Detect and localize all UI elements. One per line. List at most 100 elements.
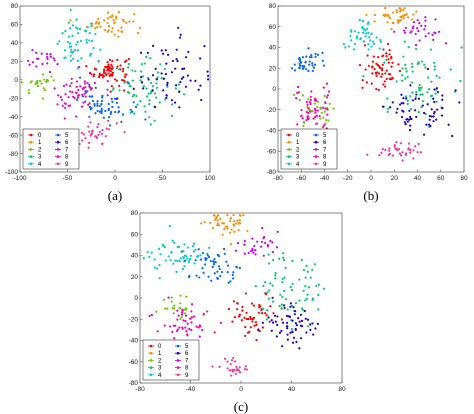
- data-point: [43, 88, 46, 92]
- data-point: [206, 70, 209, 73]
- data-point: [306, 103, 309, 106]
- data-point: [173, 337, 176, 340]
- data-point: [168, 224, 171, 228]
- data-point: [69, 54, 72, 57]
- data-point: [107, 116, 111, 119]
- data-point: [118, 68, 121, 71]
- data-point: [433, 100, 436, 104]
- data-point: [380, 75, 383, 78]
- data-point: [117, 106, 120, 109]
- data-point: [66, 40, 70, 44]
- data-point: [415, 47, 418, 51]
- data-point: [179, 80, 182, 84]
- data-point: [233, 316, 237, 319]
- data-point: [303, 121, 306, 124]
- data-point: [400, 19, 403, 22]
- data-point: [146, 95, 149, 98]
- data-point: [186, 322, 189, 325]
- data-point: [271, 241, 274, 244]
- data-point: [156, 330, 159, 333]
- data-point: [180, 315, 183, 319]
- data-point: [307, 118, 310, 121]
- data-point: [96, 126, 99, 129]
- data-point: [300, 258, 303, 262]
- data-point: [282, 256, 285, 259]
- data-point: [402, 17, 405, 20]
- data-point: [248, 330, 251, 333]
- data-point: [393, 145, 396, 148]
- legend-label: 4: [158, 373, 162, 379]
- data-point: [272, 259, 275, 262]
- data-point: [41, 73, 45, 76]
- data-point: [36, 79, 39, 83]
- data-point: [312, 333, 315, 336]
- data-point: [454, 89, 457, 92]
- data-point: [216, 214, 220, 217]
- data-point: [315, 122, 318, 125]
- data-point: [301, 117, 304, 120]
- x-tick-label: -40: [320, 175, 330, 182]
- data-point: [73, 96, 76, 100]
- panel-caption: (b): [363, 188, 378, 203]
- legend-label: 1: [38, 140, 42, 146]
- data-point: [149, 56, 152, 60]
- data-point: [417, 29, 420, 33]
- y-tick-label: 20: [131, 274, 139, 281]
- data-point: [241, 309, 244, 312]
- data-point: [298, 278, 301, 281]
- data-point: [102, 70, 106, 73]
- data-point: [251, 320, 254, 323]
- data-point: [174, 259, 177, 262]
- data-point: [317, 283, 320, 286]
- data-point: [308, 63, 311, 66]
- data-point: [395, 9, 398, 12]
- data-point: [271, 250, 275, 254]
- data-point: [203, 220, 206, 224]
- data-point: [108, 66, 112, 69]
- data-point: [403, 121, 406, 124]
- data-point: [403, 40, 406, 43]
- data-point: [78, 76, 82, 79]
- data-point: [386, 42, 390, 46]
- legend-label: 7: [185, 358, 189, 364]
- data-point: [181, 308, 184, 311]
- data-point: [402, 97, 405, 100]
- y-tick-label: 0: [14, 77, 18, 84]
- data-point: [166, 85, 169, 88]
- data-point: [427, 76, 430, 79]
- data-point: [314, 115, 317, 119]
- legend-marker: [149, 344, 153, 348]
- data-point: [166, 53, 170, 56]
- data-point: [430, 115, 433, 118]
- data-point: [433, 68, 436, 71]
- data-point: [311, 322, 314, 325]
- data-point: [388, 149, 391, 152]
- data-point: [87, 141, 91, 144]
- data-point: [385, 77, 388, 81]
- data-point: [111, 65, 114, 68]
- data-point: [297, 85, 300, 89]
- data-point: [398, 69, 402, 73]
- data-point: [312, 117, 315, 120]
- data-point: [296, 91, 299, 95]
- data-point: [289, 302, 292, 305]
- data-point: [139, 79, 142, 82]
- data-point: [227, 307, 230, 311]
- data-point: [178, 326, 181, 329]
- data-point: [87, 125, 90, 128]
- data-point: [403, 14, 406, 17]
- data-point: [146, 250, 149, 253]
- data-point: [414, 97, 417, 101]
- data-point: [198, 335, 201, 338]
- data-point: [189, 79, 192, 82]
- data-point: [245, 368, 249, 371]
- data-point: [239, 214, 242, 217]
- data-point: [187, 261, 191, 264]
- data-point: [236, 241, 240, 245]
- data-point: [433, 110, 436, 113]
- data-point: [321, 51, 324, 54]
- x-tick-label: 80: [338, 386, 346, 393]
- data-point: [188, 327, 191, 331]
- data-point: [75, 91, 78, 94]
- data-point: [102, 71, 106, 74]
